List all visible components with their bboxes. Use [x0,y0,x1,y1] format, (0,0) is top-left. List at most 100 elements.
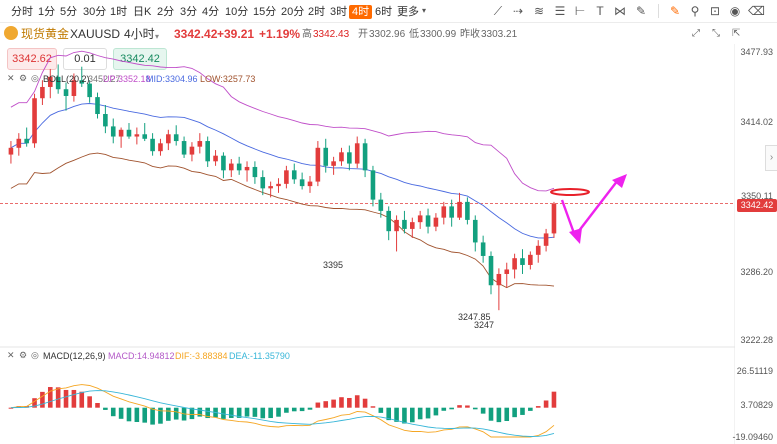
gold-coin-icon [4,26,18,40]
candle-body [24,138,29,144]
macd-histogram-bar [465,405,470,408]
brush-icon[interactable]: ✎ [635,4,647,18]
symbol-name[interactable]: 现货黄金 [21,27,70,41]
macd-histogram-bar [40,391,45,408]
sell-button[interactable]: 3342.62 [7,48,57,70]
candle-body [354,143,360,164]
fibonacci-icon[interactable]: ☰ [554,4,566,18]
tf-3h[interactable]: 3时 [330,6,348,18]
candle-body [55,76,61,90]
dea-value: DEA:-11.35790 [229,351,290,361]
collapse-icon[interactable]: ⇱ [732,28,741,39]
macd-histogram-bar [433,407,439,416]
open-value: 3302.96 [369,29,406,40]
tf-4h-active[interactable]: 4时 [349,5,373,19]
tf-more[interactable]: 更多 [397,6,419,18]
lock-icon[interactable]: ⊡ [709,4,721,18]
macd-histogram-bar [55,387,61,408]
tf-daily[interactable]: 日K [133,6,152,18]
candle-body [252,166,258,178]
macd-histogram-bar [189,407,195,420]
boll-low-value: LOW:3257.73 [200,74,256,84]
quantity-input[interactable]: 0.01 [63,48,107,70]
chevron-right-icon[interactable]: › [765,145,777,171]
tf-4min[interactable]: 4分 [202,6,220,18]
tf-3min[interactable]: 3分 [180,6,198,18]
tf-intraday[interactable]: 分时 [11,6,33,18]
close-icon[interactable]: ✕ [7,350,15,360]
candle-body [402,219,407,229]
macd-histogram-bar [543,400,549,408]
tf-2h[interactable]: 2时 [308,6,326,18]
low-value: 3300.99 [420,29,457,40]
macd-histogram-bar [197,407,203,417]
pattern-icon[interactable]: ⋈ [614,4,626,18]
tf-15min[interactable]: 15分 [253,6,277,18]
candlestick-chart[interactable] [0,0,735,444]
boll-mid-line [10,103,555,239]
candle-body [370,170,376,200]
macd-histogram-bar [63,389,69,408]
close-icon[interactable]: ✕ [7,73,15,83]
macd-histogram-bar [126,407,132,422]
visibility-icon[interactable]: ◉ [729,4,741,18]
period-label[interactable]: 4小时 [124,27,155,41]
candle-body [32,98,37,144]
macd-histogram-bar [47,387,53,408]
macd-histogram-bar [158,407,163,424]
text-tool-icon[interactable]: T [596,4,604,18]
candle-body [528,254,533,265]
price-tick: 3477.93 [740,47,773,57]
macd-tick: 3.70829 [740,400,773,410]
current-price-tag: 3342.42 [737,199,777,212]
candle-body [260,177,266,189]
draw-line-icon[interactable]: ⟋ [493,4,503,18]
chevron-down-icon[interactable]: ▾ [421,6,426,15]
macd-histogram-bar [386,407,391,421]
settings-icon[interactable]: ⚙ [19,350,28,360]
macd-histogram-bar [449,407,454,410]
tf-5min[interactable]: 5分 [60,6,78,18]
tf-6h[interactable]: 6时 [375,6,393,18]
fullscreen-icon[interactable]: ⤢ [692,28,700,39]
macd-histogram-bar [315,402,321,408]
macd-histogram-bar [32,398,37,408]
candle-body [299,179,305,187]
candle-body [79,80,85,84]
candle-body [417,215,423,223]
chevron-down-icon[interactable]: ▾ [155,32,160,41]
candle-body [394,219,399,232]
candle-body [134,134,140,137]
edit-drawing-icon[interactable]: ✎ [669,4,681,18]
candle-body [103,114,108,127]
candle-body [386,210,391,232]
tf-10min[interactable]: 10分 [225,6,249,18]
buy-button[interactable]: 3342.42 [113,48,167,70]
boll-lower-line [10,152,555,289]
tf-1h[interactable]: 1时 [110,6,128,18]
horizontal-ray-icon[interactable]: ⇢ [512,4,524,18]
macd-histogram-bar [339,397,344,408]
eye-icon[interactable]: ◎ [31,350,39,360]
tf-2min[interactable]: 2分 [157,6,175,18]
parallel-lines-icon[interactable]: ≋ [533,4,545,18]
expand-icon[interactable]: ⤡ [712,28,720,39]
macd-histogram-bar [71,389,77,408]
macd-dif-line [10,384,555,438]
candle-body [378,199,384,211]
macd-histogram-bar [299,407,305,412]
candle-body [543,233,549,246]
macd-histogram-bar [228,407,234,418]
macd-histogram-bar [8,407,14,409]
price-tick: 3286.20 [740,267,773,277]
measure-icon[interactable]: ⊢ [574,4,586,18]
tf-30min[interactable]: 30分 [83,6,107,18]
delete-icon[interactable]: ⌫ [748,4,765,18]
settings-icon[interactable]: ⚙ [19,73,28,83]
magnet-icon[interactable]: ⚲ [690,4,700,18]
eye-icon[interactable]: ◎ [31,73,39,83]
price-axis[interactable]: 3477.93 3414.02 3350.11 3286.20 3222.28 … [732,44,777,444]
tf-20min[interactable]: 20分 [281,6,305,18]
tf-1min[interactable]: 1分 [38,6,56,18]
macd-histogram-bar [236,407,242,418]
